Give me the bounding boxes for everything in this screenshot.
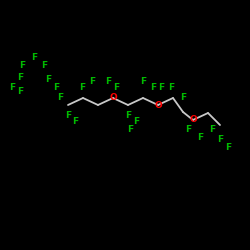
Text: F: F <box>79 84 85 92</box>
Text: F: F <box>105 78 111 86</box>
Text: F: F <box>127 126 133 134</box>
Text: F: F <box>57 92 63 102</box>
Text: F: F <box>168 84 174 92</box>
Text: O: O <box>189 116 197 124</box>
Text: F: F <box>197 134 203 142</box>
Text: F: F <box>180 94 186 102</box>
Text: F: F <box>65 110 71 120</box>
Text: F: F <box>158 84 164 92</box>
Text: F: F <box>209 126 215 134</box>
Text: F: F <box>185 126 191 134</box>
Text: F: F <box>225 144 231 152</box>
Text: F: F <box>133 118 139 126</box>
Text: F: F <box>113 84 119 92</box>
Text: F: F <box>72 118 78 126</box>
Text: F: F <box>17 88 23 96</box>
Text: F: F <box>53 84 59 92</box>
Text: F: F <box>17 74 23 82</box>
Text: F: F <box>9 82 15 92</box>
Text: F: F <box>140 78 146 86</box>
Text: F: F <box>89 78 95 86</box>
Text: O: O <box>109 94 117 102</box>
Text: F: F <box>125 110 131 120</box>
Text: F: F <box>217 136 223 144</box>
Text: F: F <box>150 84 156 92</box>
Text: F: F <box>41 60 47 70</box>
Text: O: O <box>154 100 162 110</box>
Text: F: F <box>19 60 25 70</box>
Text: F: F <box>31 54 37 62</box>
Text: F: F <box>45 76 51 84</box>
